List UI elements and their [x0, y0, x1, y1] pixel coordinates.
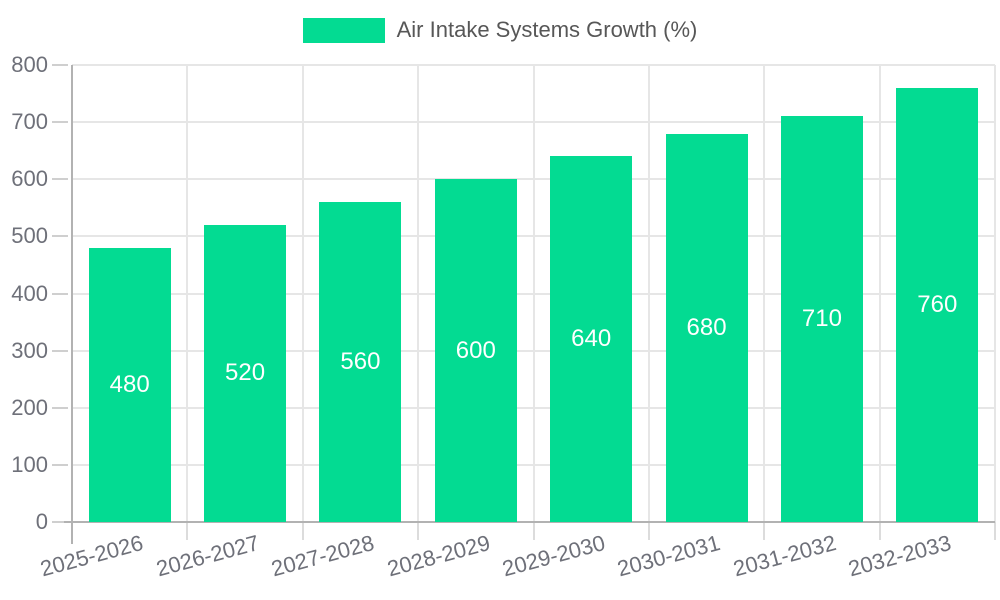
x-axis-label: 2031-2032 [730, 530, 839, 582]
v-gridline [647, 65, 650, 522]
bar-value-label: 560 [340, 348, 381, 376]
x-axis-label: 2028-2029 [384, 530, 493, 582]
bar[interactable]: 520 [204, 224, 287, 522]
y-axis-tick [52, 292, 68, 295]
y-axis-tick [52, 463, 68, 466]
y-axis-label: 700 [11, 109, 48, 135]
y-axis-tick [52, 178, 68, 181]
y-axis-tick [52, 121, 68, 124]
v-gridline [878, 65, 881, 522]
x-axis-label: 2025-2026 [38, 530, 147, 582]
y-axis-label: 400 [11, 280, 48, 306]
bar-value-label: 710 [801, 305, 842, 333]
y-axis-label: 600 [11, 166, 48, 192]
bar[interactable]: 560 [319, 202, 402, 522]
x-axis-label: 2032-2033 [845, 530, 954, 582]
y-axis-tick [52, 64, 68, 66]
bar-value-label: 640 [571, 325, 612, 353]
x-axis-tick [994, 522, 996, 540]
bar[interactable]: 760 [896, 87, 979, 522]
x-axis-tick [532, 522, 535, 540]
v-gridline [301, 65, 304, 522]
y-axis-label: 0 [35, 509, 48, 534]
legend-label: Air Intake Systems Growth (%) [396, 17, 698, 42]
x-axis-tick [763, 522, 766, 540]
y-axis-tick [52, 406, 68, 409]
y-axis-line [71, 65, 73, 544]
y-axis-label: 100 [11, 451, 48, 477]
v-gridline [532, 65, 535, 522]
bar[interactable]: 710 [780, 116, 863, 522]
bar[interactable]: 680 [665, 133, 748, 522]
y-axis-label: 800 [11, 52, 48, 77]
bar-value-label: 480 [109, 370, 150, 398]
x-axis-tick [186, 522, 189, 540]
x-axis-label: 2029-2030 [499, 530, 608, 582]
x-axis-label: 2030-2031 [614, 530, 724, 582]
bar[interactable]: 600 [434, 179, 517, 522]
x-axis-line [64, 521, 995, 523]
x-axis-label: 2027-2028 [268, 530, 377, 582]
v-gridline [763, 65, 766, 522]
x-axis-tick [301, 522, 304, 540]
y-axis-label: 200 [11, 394, 48, 420]
bar[interactable]: 480 [88, 247, 171, 522]
x-axis-tick [878, 522, 881, 540]
bar-value-label: 600 [455, 336, 496, 364]
v-gridline [186, 65, 189, 522]
bar-value-label: 680 [686, 313, 727, 341]
x-axis-tick [417, 522, 420, 540]
y-axis-label: 500 [11, 223, 48, 249]
bar[interactable]: 640 [550, 156, 633, 522]
y-axis-label: 300 [11, 337, 48, 363]
bar-value-label: 520 [225, 359, 266, 387]
legend-swatch [302, 17, 385, 43]
y-axis-tick [52, 235, 68, 238]
y-axis-tick [52, 349, 68, 352]
bar-value-label: 760 [917, 290, 958, 318]
x-axis-tick [647, 522, 650, 540]
y-axis-tick [52, 521, 68, 523]
v-gridline [417, 65, 420, 522]
v-gridline [994, 65, 996, 522]
legend-item[interactable]: Air Intake Systems Growth (%) [0, 17, 1000, 43]
x-axis-label: 2026-2027 [153, 530, 262, 582]
